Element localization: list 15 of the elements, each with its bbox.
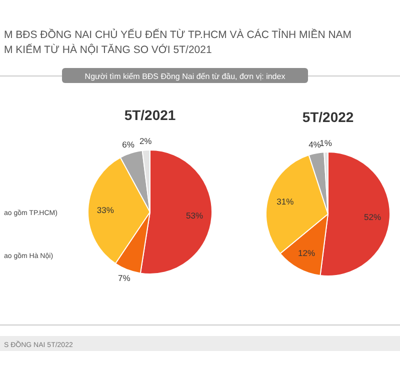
data-label: 4% <box>308 139 322 150</box>
data-label: 52% <box>364 212 382 222</box>
data-label: 12% <box>298 248 316 258</box>
chart-title: 5T/2021 <box>124 107 176 123</box>
data-label: 53% <box>186 210 204 220</box>
data-label: 1% <box>320 138 332 148</box>
chart-title: 5T/2022 <box>302 109 354 125</box>
text: Người tìm kiếm BĐS Đồng Nai đến từ đâu, đơn vị: index <box>84 72 286 81</box>
text: M BĐS ĐỒNG NAI CHỦ YẾU ĐẾN TỪ TP.HCM VÀ CÁC TỈNH MIỀN NAM <box>4 28 352 41</box>
text: M KIẾM TỪ HÀ NỘI TĂNG SO VỚI 5T/2021 <box>4 43 212 56</box>
data-label: 7% <box>118 273 131 284</box>
data-label: 6% <box>122 139 135 150</box>
data-label: 2% <box>139 136 152 146</box>
data-label: 33% <box>96 204 114 215</box>
data-label: 31% <box>276 196 294 207</box>
